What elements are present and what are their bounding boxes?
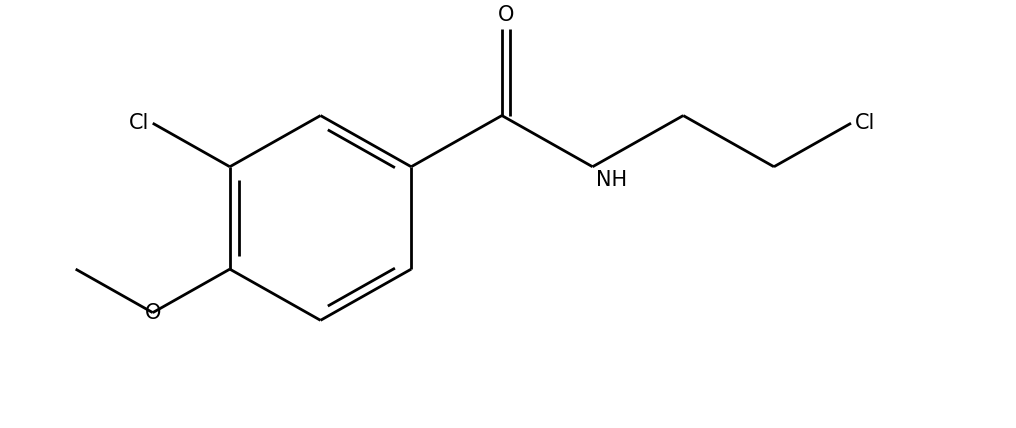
Text: O: O xyxy=(144,303,161,323)
Text: NH: NH xyxy=(595,169,627,190)
Text: Cl: Cl xyxy=(128,113,148,133)
Text: O: O xyxy=(498,5,514,25)
Text: Cl: Cl xyxy=(855,113,876,133)
